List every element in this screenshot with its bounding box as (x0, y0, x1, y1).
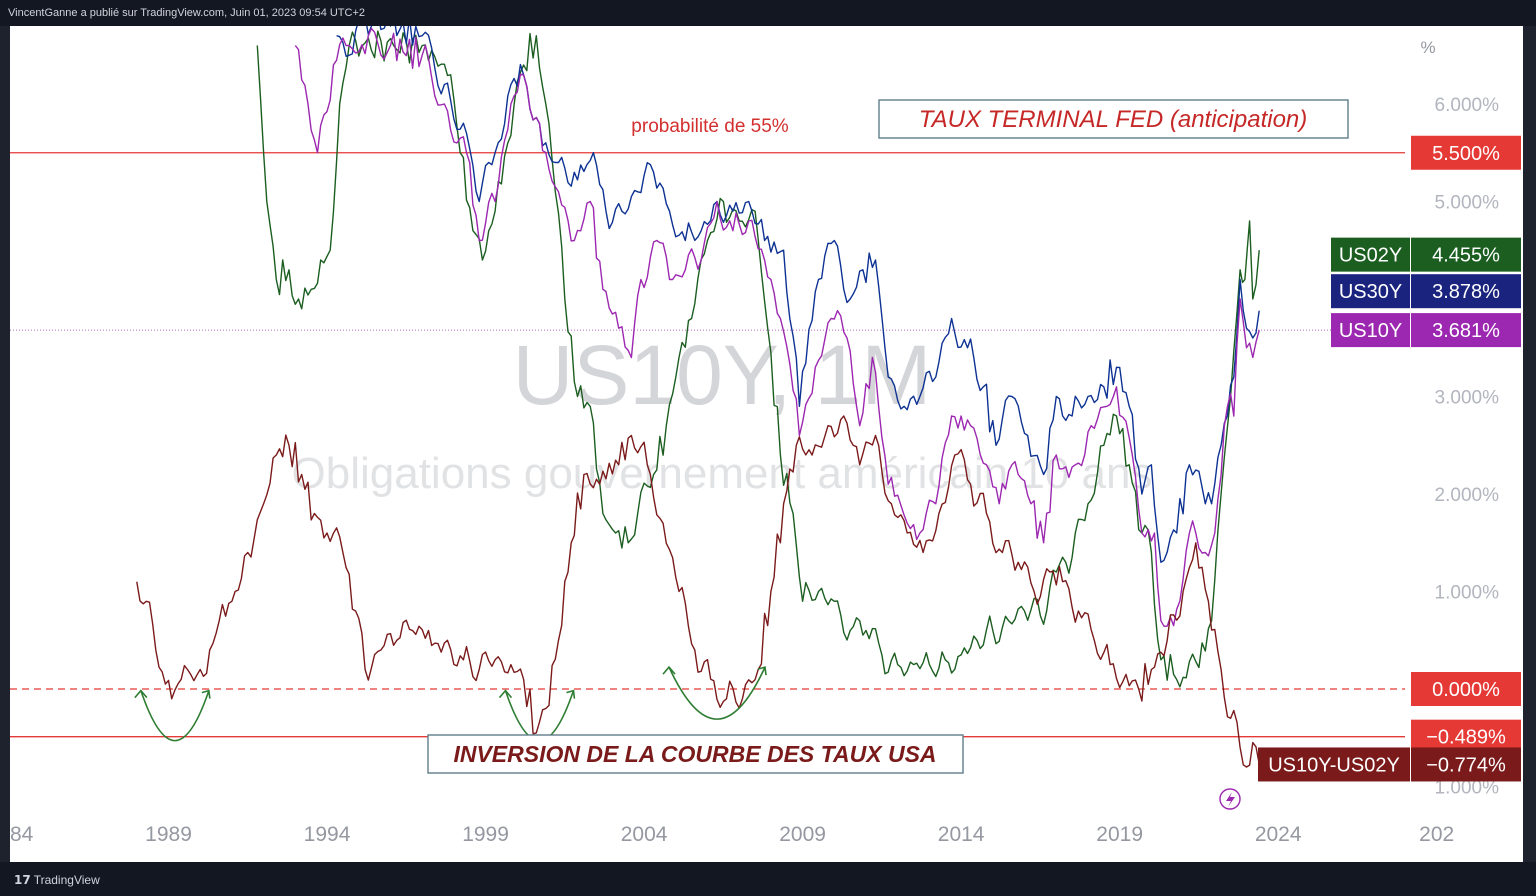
inversion-annotation-box (427, 734, 964, 774)
tradingview-logo[interactable]: 17 TradingView (14, 873, 100, 887)
inversion-arrow-left-0 (134, 689, 148, 699)
last-label-us10y-us02y-series-name: US10Y-US02Y (1268, 754, 1400, 776)
inversion-annotation-text: INVERSION DE LA COURBE DES TAUX USA (453, 741, 936, 767)
inversion-arrow-right-0 (201, 689, 211, 699)
y-tick-label-3: 2.000% (1435, 485, 1500, 506)
y-axis-unit: % (1420, 38, 1435, 57)
inversion-curve-1 (504, 690, 575, 742)
watermark-symbol: US10Y, 1M (513, 328, 932, 422)
last-label-us30y-badge (1411, 274, 1521, 309)
last-label-us30y-series-tag (1331, 274, 1410, 309)
inversion-arrow-right-1 (566, 689, 576, 699)
ref-label-2-value: −0.489% (1426, 727, 1506, 749)
chart-panel: US10Y, 1M Obligations gouvernement améric… (10, 26, 1523, 862)
x-tick-label-0: 1984 (10, 823, 34, 846)
x-tick-label-8: 2024 (1255, 823, 1302, 846)
inversion-arrow-right-2 (757, 666, 767, 676)
watermark-name: Obligations gouvernement américain 10 an… (292, 449, 1153, 498)
last-label-us10y-series-name: US10Y (1339, 320, 1402, 342)
last-label-us10y-us02y-badge (1411, 747, 1521, 782)
x-tick-label-1: 1989 (145, 823, 192, 846)
ref-label-1-badge (1411, 672, 1521, 706)
publisher-text: VincentGanne a publié sur TradingView.co… (8, 7, 366, 19)
last-label-us10y-value: 3.681% (1432, 320, 1500, 342)
fed-annotation-text: TAUX TERMINAL FED (anticipation) (919, 106, 1308, 133)
last-label-us10y-series-tag (1331, 313, 1410, 348)
last-label-us02y-badge (1411, 237, 1521, 272)
x-tick-label-4: 2004 (621, 823, 668, 846)
last-label-us30y-value: 3.878% (1432, 281, 1500, 303)
inversion-curve-0 (140, 690, 210, 742)
x-tick-label-2: 1994 (304, 823, 351, 846)
y-tick-label-4: 1.000% (1435, 583, 1500, 604)
tradingview-brand: TradingView (33, 873, 100, 887)
y-tick-label-1: 5.000% (1435, 193, 1500, 214)
series-line-us10y (294, 27, 1260, 627)
flash-icon-glyph (1226, 792, 1235, 807)
last-label-us30y-series-name: US30Y (1339, 281, 1402, 303)
y-tick-label-5: 1.000% (1435, 778, 1500, 799)
flash-icon (1219, 788, 1241, 810)
x-tick-label-5: 2009 (779, 823, 826, 846)
fed-annotation-box (878, 99, 1349, 139)
last-label-us02y-value: 4.455% (1432, 245, 1500, 267)
inversion-arrow-left-1 (498, 689, 513, 699)
footer-bar: 17 TradingView (0, 862, 1536, 896)
y-tick-label-0: 6.000% (1435, 95, 1500, 116)
inversion-curve-2 (668, 666, 766, 720)
ref-label-0-badge (1411, 135, 1521, 170)
series-line-us10y-us02y (136, 415, 1260, 768)
series-group (136, 26, 1260, 768)
series-line-us30y (336, 26, 1260, 563)
x-tick-label-3: 1999 (462, 823, 509, 846)
last-label-us10y-us02y-value: −0.774% (1426, 754, 1506, 776)
last-label-us02y-series-tag (1331, 237, 1410, 272)
y-tick-label-2: 3.000% (1435, 388, 1500, 409)
probability-annotation: probabilité de 55% (631, 116, 788, 137)
ref-label-0-value: 5.500% (1432, 143, 1500, 165)
tradingview-logo-icon: 17 (14, 873, 31, 887)
x-tick-label-9: 202 (1419, 823, 1454, 846)
last-label-us10y-badge (1411, 313, 1521, 348)
price-chart[interactable]: US10Y, 1M Obligations gouvernement améric… (10, 26, 1523, 862)
publisher-header: VincentGanne a publié sur TradingView.co… (0, 0, 1536, 26)
x-tick-label-7: 2019 (1096, 823, 1143, 846)
inversion-arrow-left-2 (662, 665, 676, 675)
last-label-us10y-us02y-series-tag (1258, 747, 1410, 782)
last-label-us02y-series-name: US02Y (1339, 245, 1402, 267)
x-tick-label-6: 2014 (938, 823, 985, 846)
ref-label-1-value: 0.000% (1432, 679, 1500, 701)
